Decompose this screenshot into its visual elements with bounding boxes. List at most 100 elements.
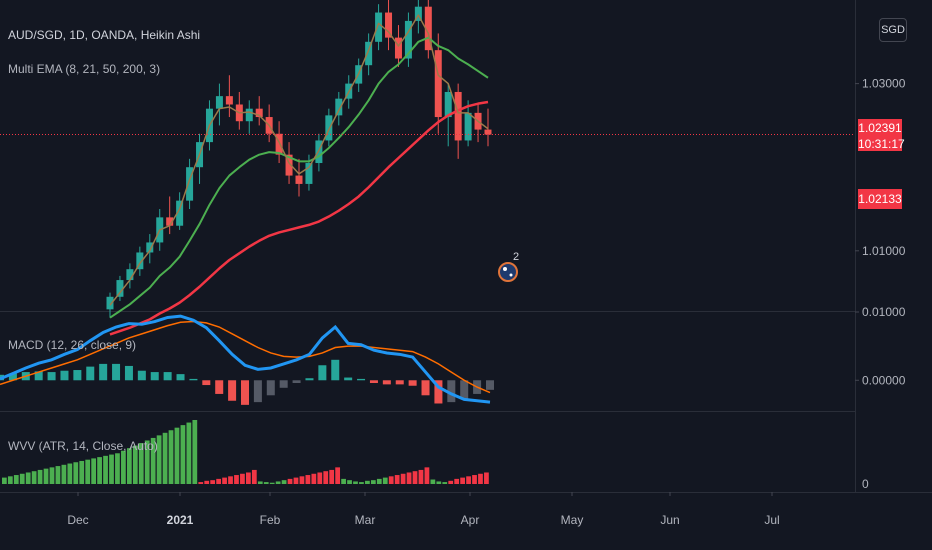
- macd-histogram-bar: [447, 380, 456, 403]
- wvv-bar: [121, 450, 126, 484]
- candle: [394, 37, 402, 59]
- y-tick-label: 0.01000: [862, 305, 906, 319]
- wvv-bar: [43, 468, 49, 484]
- wvv-bar: [210, 480, 216, 484]
- y-tick-label: 1.01000: [862, 244, 906, 258]
- wvv-bar: [257, 481, 263, 484]
- macd-histogram-bar: [189, 378, 198, 381]
- wvv-bar: [37, 469, 43, 484]
- wvv-bar: [418, 469, 424, 484]
- candle: [454, 91, 462, 141]
- wvv-bar: [281, 480, 287, 484]
- currency-button[interactable]: SGD: [879, 18, 907, 42]
- last-price-label: 1.02391: [858, 121, 902, 135]
- macd-histogram-bar: [137, 370, 146, 381]
- candle: [414, 6, 422, 21]
- ema-mid-line: [109, 36, 489, 319]
- y-tick-label: 0: [862, 477, 869, 491]
- wvv-bar: [156, 435, 162, 484]
- wvv-bar: [138, 443, 144, 484]
- wvv-bar: [186, 422, 192, 484]
- candle: [285, 154, 293, 176]
- wvv-bar: [359, 482, 364, 484]
- macd-histogram-bar: [266, 380, 275, 396]
- wvv-bar: [299, 476, 305, 484]
- y-tick-label: 0.00000: [862, 373, 906, 387]
- macd-histogram-bar: [47, 372, 56, 381]
- x-tick-label: Jun: [660, 513, 679, 527]
- candle: [434, 50, 442, 118]
- wvv-bar: [162, 432, 168, 484]
- wvv-bar: [287, 478, 293, 484]
- candle: [116, 280, 124, 297]
- wvv-bar: [335, 467, 341, 484]
- event-badge[interactable]: 2: [498, 251, 519, 282]
- wvv-bar: [263, 482, 269, 484]
- wvv-bar: [216, 478, 221, 484]
- wvv-bar: [305, 475, 311, 484]
- wvv-bar: [13, 475, 19, 484]
- wvv-bar: [73, 462, 79, 484]
- macd-histogram-bar: [357, 378, 366, 381]
- wvv-bar: [144, 440, 150, 484]
- macd-line: [0, 314, 491, 404]
- macd-histogram-bar: [73, 370, 82, 381]
- wvv-bar: [484, 472, 489, 484]
- signal-line: [0, 320, 491, 394]
- wvv-bar: [317, 472, 323, 484]
- candle: [404, 20, 412, 59]
- x-tick-label: Mar: [355, 513, 376, 527]
- macd-histogram-bar: [486, 380, 494, 390]
- ema-fast-line: [109, 14, 489, 306]
- wvv-legend[interactable]: WVV (ATR, 14, Close, Auto): [8, 439, 158, 453]
- y-tick-label: 1.03000: [862, 77, 906, 91]
- wvv-bar: [31, 471, 37, 484]
- x-tick-label: 2021: [167, 513, 194, 527]
- macd-histogram-bar: [163, 372, 172, 381]
- wvv-bar: [126, 448, 132, 484]
- wvv-bar: [19, 473, 25, 484]
- candle: [305, 163, 313, 184]
- macd-histogram-bar: [124, 365, 133, 381]
- wvv-bar: [97, 457, 102, 484]
- macd-histogram-bar: [382, 380, 391, 385]
- wvv-bar: [61, 464, 67, 484]
- candle: [385, 12, 393, 38]
- wvv-bar: [382, 477, 388, 484]
- x-tick-label: May: [561, 513, 584, 527]
- macd-histogram-bar: [421, 380, 430, 396]
- macd-histogram-bar: [112, 363, 121, 381]
- wvv-bar: [412, 471, 418, 484]
- macd-histogram-bar: [228, 380, 237, 401]
- symbol-legend[interactable]: AUD/SGD, 1D, OANDA, Heikin Ashi: [8, 28, 201, 42]
- macd-histogram-bar: [331, 359, 340, 381]
- wvv-bar: [376, 478, 382, 484]
- macd-legend[interactable]: MACD (12, 26, close, 9): [8, 338, 137, 352]
- macd-histogram-bar: [215, 380, 224, 394]
- wvv-bar: [394, 475, 400, 484]
- ema-legend[interactable]: Multi EMA (8, 21, 50, 200, 3): [8, 62, 161, 76]
- macd-histogram-bar: [344, 377, 353, 381]
- wvv-bar: [103, 455, 108, 484]
- candle: [365, 41, 373, 66]
- wvv-bar: [311, 473, 317, 484]
- macd-histogram-bar: [460, 380, 469, 400]
- macd-histogram-bar: [86, 366, 95, 381]
- wvv-bar: [341, 478, 346, 484]
- wvv-bar: [365, 480, 370, 484]
- candle: [255, 108, 263, 118]
- wvv-bar: [454, 478, 460, 484]
- macd-histogram-bar: [408, 380, 417, 386]
- wvv-bar: [353, 481, 358, 484]
- macd-histogram-bar: [150, 372, 159, 381]
- candle: [166, 217, 174, 226]
- wvv-bar: [472, 475, 477, 484]
- wvv-bar: [275, 481, 281, 484]
- x-tick-label: Apr: [461, 513, 480, 527]
- wvv-bar: [91, 458, 97, 484]
- x-tick-label: Jul: [764, 513, 779, 527]
- candle: [464, 112, 472, 141]
- wvv-bar: [228, 476, 233, 484]
- wvv-bar: [79, 460, 85, 484]
